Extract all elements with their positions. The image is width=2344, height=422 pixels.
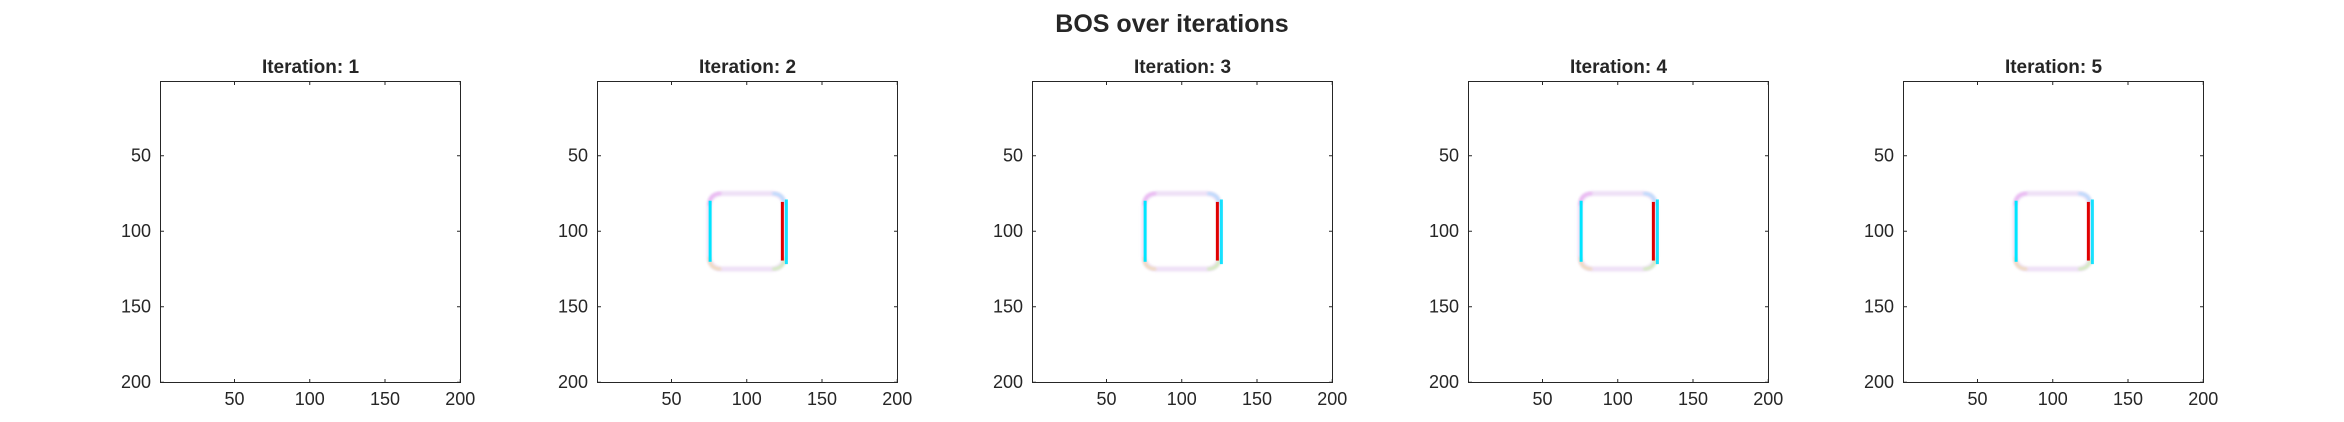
- y-tick-label: 200: [1864, 372, 1894, 392]
- axes-box: [597, 81, 898, 383]
- y-tick-label: 150: [993, 297, 1023, 317]
- subplot-2: 50 100 150 200 50 100 150 200 Iteration: 2: [558, 57, 912, 409]
- y-tick-label: 200: [121, 372, 151, 392]
- subplot-title: Iteration: 1: [262, 57, 360, 78]
- subplot-5: 50 100 150 200 50 100 150 200 Iteration: 5: [1864, 57, 2218, 409]
- x-tick-label: 200: [882, 389, 912, 409]
- x-tick-label: 50: [1967, 389, 1987, 409]
- axes-box: [1032, 81, 1333, 383]
- subplot-3: 50 100 150 200 50 100 150 200 Iteration: 3: [993, 57, 1347, 409]
- x-tick-label: 150: [807, 389, 837, 409]
- x-tick-label: 200: [1317, 389, 1347, 409]
- corner-arc-2: [1643, 191, 1657, 206]
- corner-arc-3: [2078, 256, 2092, 271]
- axes-box: [1903, 81, 2204, 383]
- x-tick-label: 100: [732, 389, 762, 409]
- y-tick-label: 50: [1003, 146, 1023, 166]
- subplot-title: Iteration: 3: [1134, 57, 1231, 78]
- y-tick-label: 150: [558, 297, 588, 317]
- y-tick-label: 50: [131, 146, 151, 166]
- subplot-title: Iteration: 4: [1570, 57, 1668, 78]
- x-tick-label: 150: [2113, 389, 2143, 409]
- subplot-title: Iteration: 2: [699, 57, 796, 78]
- y-tick-label: 50: [568, 146, 588, 166]
- axes-background: [1468, 81, 1769, 383]
- x-tick-label: 100: [2038, 389, 2068, 409]
- y-tick-label: 100: [1429, 221, 1459, 241]
- x-tick-label: 50: [1096, 389, 1116, 409]
- x-tick-label: 200: [1753, 389, 1783, 409]
- x-tick-label: 50: [661, 389, 681, 409]
- corner-arc-3: [1643, 256, 1657, 271]
- x-tick-label: 150: [1242, 389, 1272, 409]
- corner-arc-3: [772, 256, 786, 271]
- axes-background: [1032, 81, 1333, 383]
- corner-arc-2: [1207, 191, 1221, 206]
- corner-arc-3: [1207, 256, 1221, 271]
- x-tick-label: 150: [1678, 389, 1708, 409]
- axes-background: [1903, 81, 2204, 383]
- x-tick-label: 150: [370, 389, 400, 409]
- y-tick-label: 150: [1864, 297, 1894, 317]
- y-tick-label: 100: [993, 221, 1023, 241]
- subplot-title: Iteration: 5: [2005, 57, 2103, 78]
- y-tick-label: 100: [1864, 221, 1894, 241]
- x-tick-label: 100: [1167, 389, 1197, 409]
- y-tick-label: 150: [1429, 297, 1459, 317]
- x-tick-label: 50: [224, 389, 244, 409]
- subplot-1: 50 100 150 200 50 100 150 200 Iteration: 1: [121, 57, 475, 409]
- y-tick-label: 50: [1874, 146, 1894, 166]
- axes-box: [160, 81, 461, 383]
- axes-background: [160, 81, 461, 383]
- corner-arc-2: [2078, 191, 2092, 206]
- x-tick-label: 100: [295, 389, 325, 409]
- y-tick-label: 100: [121, 221, 151, 241]
- x-tick-label: 100: [1603, 389, 1633, 409]
- x-tick-label: 50: [1532, 389, 1552, 409]
- y-tick-label: 200: [993, 372, 1023, 392]
- x-tick-label: 200: [445, 389, 475, 409]
- figure-title: BOS over iterations: [1055, 10, 1289, 38]
- axes-background: [597, 81, 898, 383]
- subplot-4: 50 100 150 200 50 100 150 200 Iteration: 4: [1429, 57, 1783, 409]
- axes-box: [1468, 81, 1769, 383]
- y-tick-label: 50: [1439, 146, 1459, 166]
- y-tick-label: 100: [558, 221, 588, 241]
- x-tick-label: 200: [2188, 389, 2218, 409]
- y-tick-label: 150: [121, 297, 151, 317]
- corner-arc-2: [772, 191, 786, 206]
- y-tick-label: 200: [1429, 372, 1459, 392]
- y-tick-label: 200: [558, 372, 588, 392]
